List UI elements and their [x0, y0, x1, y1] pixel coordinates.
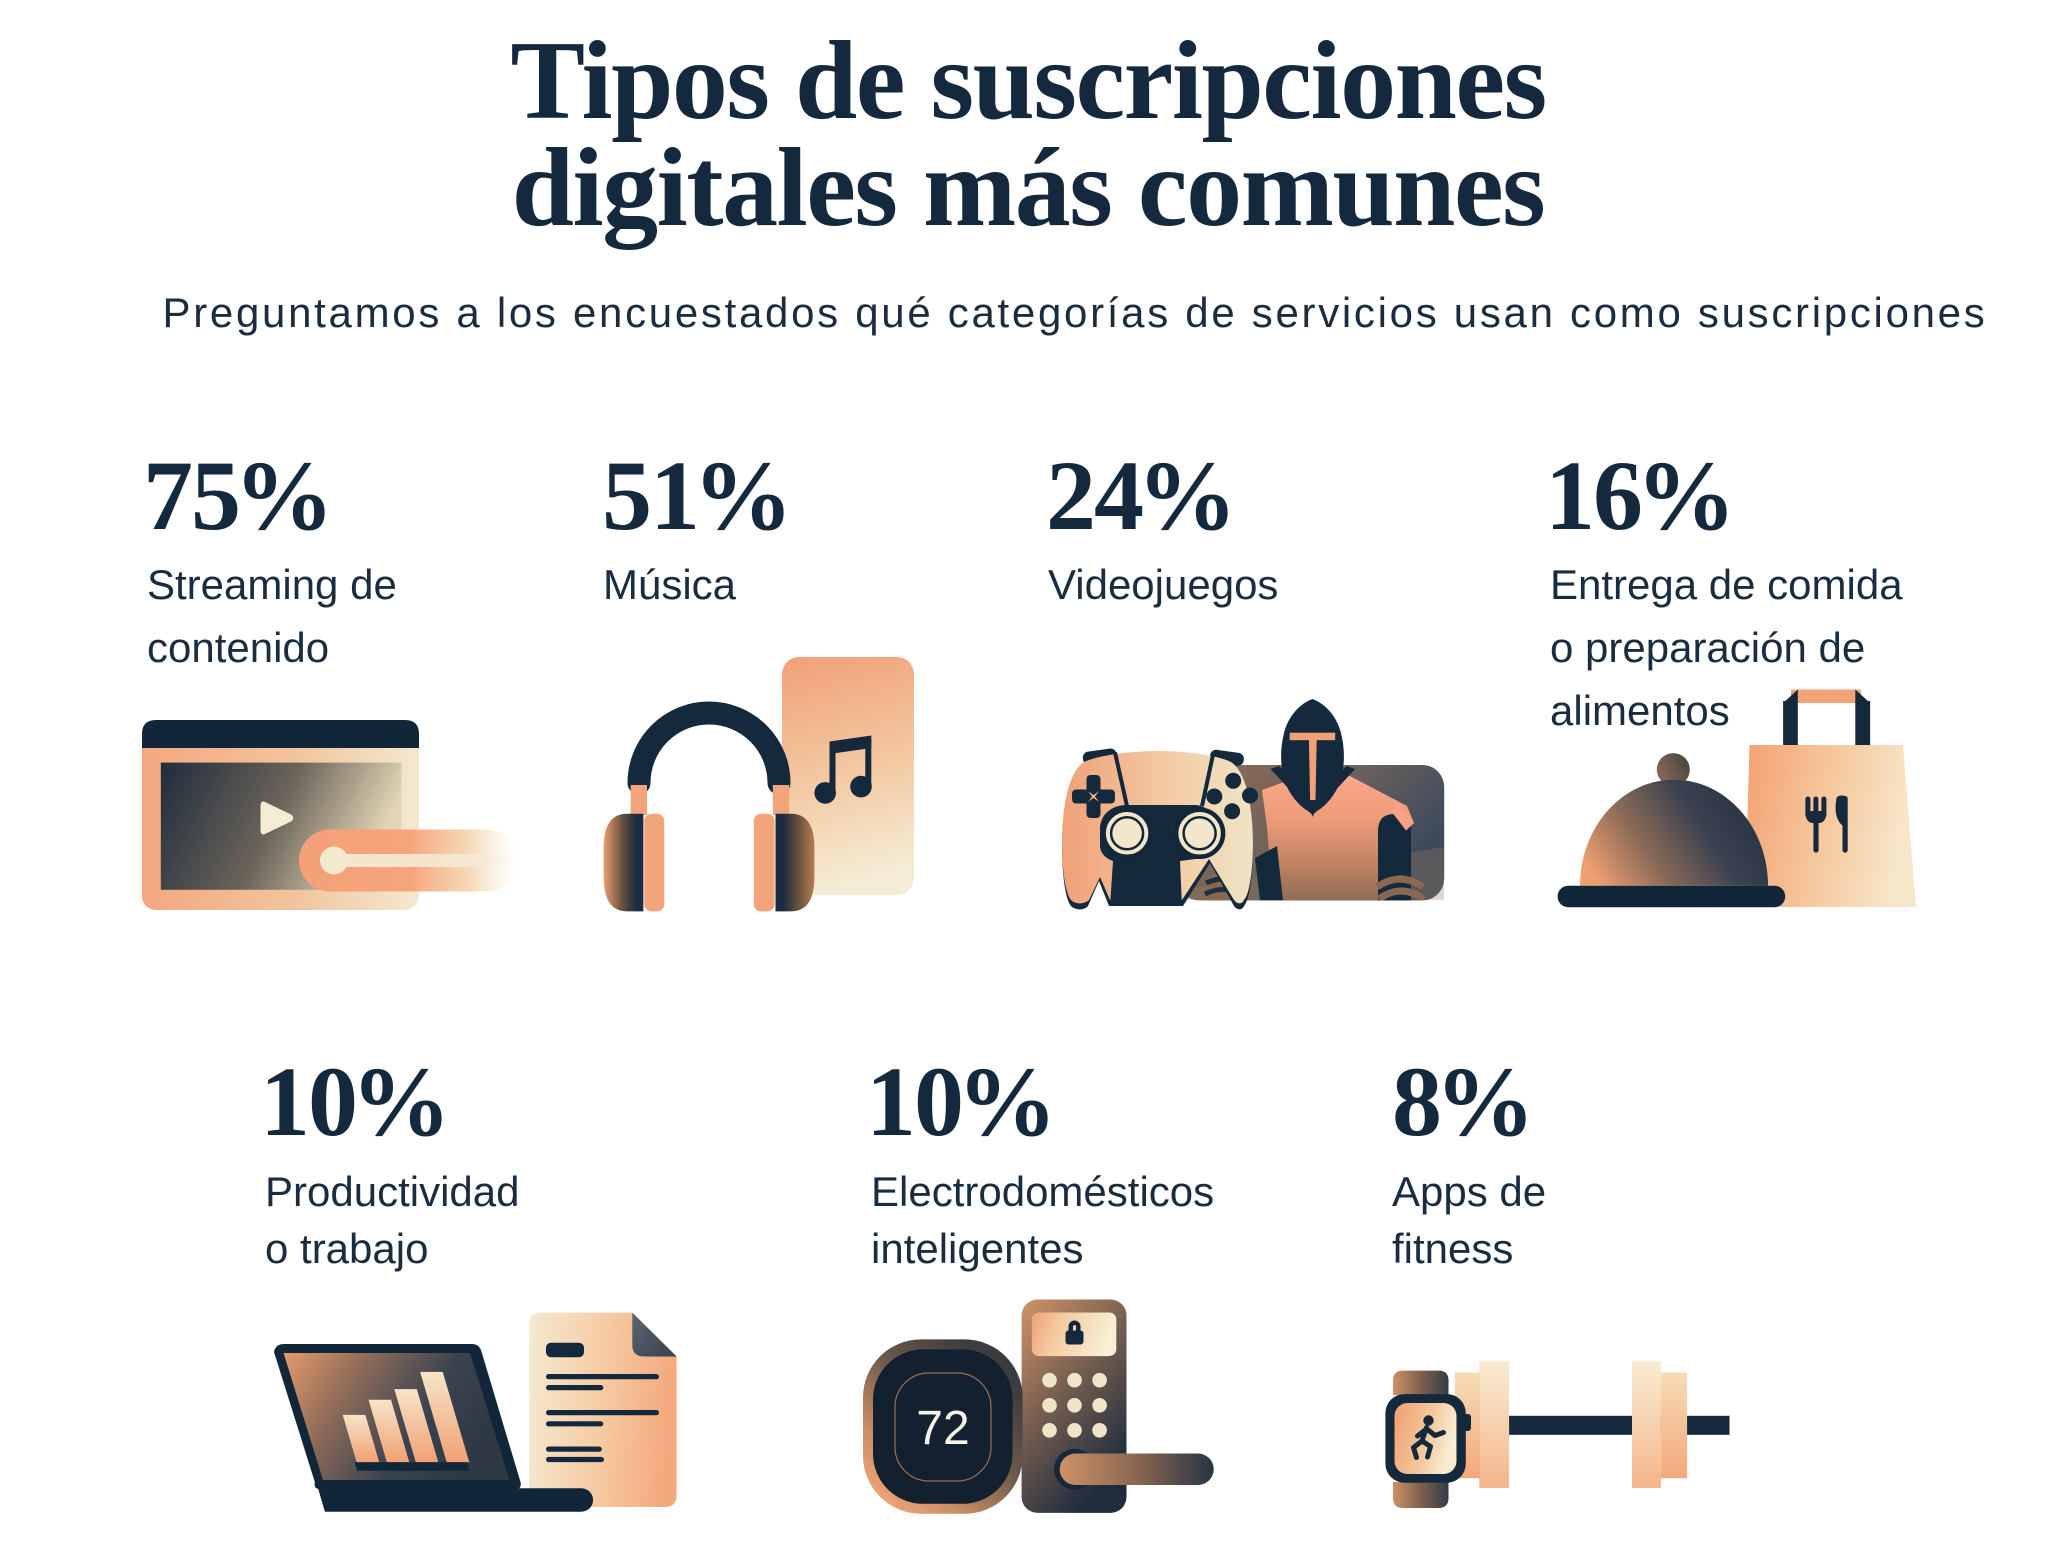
svg-text:72: 72 — [916, 1402, 969, 1455]
